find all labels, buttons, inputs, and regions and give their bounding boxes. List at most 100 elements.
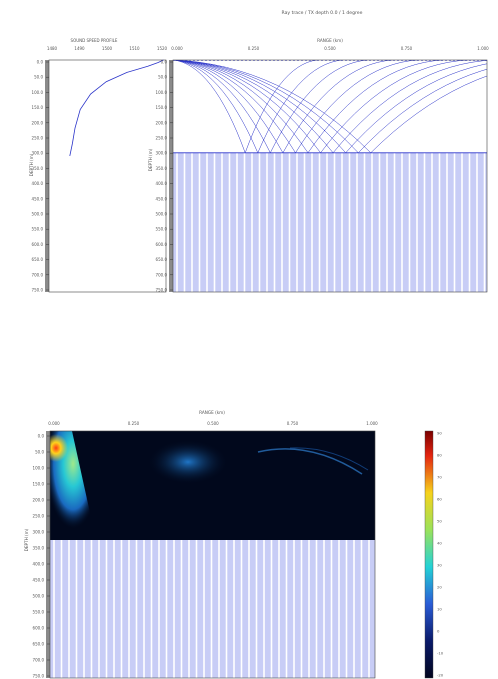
- tl-y-tick-label: 700.0: [33, 658, 45, 663]
- sound-speed-y-label: DEPTH (m): [29, 153, 34, 176]
- tl-y-tick-label: 500.0: [33, 594, 45, 599]
- ray-trace-seabed: [173, 152, 487, 292]
- ray-path: [173, 60, 487, 154]
- ray-trace-y-ticks: 0.0 50.0 100.0 150.0 200.0 250.0 300.0 350.0 400…: [156, 60, 173, 293]
- tl-frame: [49, 430, 376, 679]
- tl-y-label: DEPTH (m): [24, 528, 29, 551]
- tl-x-tick-label: 0.000: [48, 421, 60, 426]
- tl-colorbar-tick-label: 50: [437, 519, 442, 524]
- sound-speed-y-tick-label: 400.0: [32, 181, 44, 186]
- sound-speed-y-ticks: 0.0 50.0 100.0 150.0 200.0 250.0 300.0 350.0 400…: [32, 60, 49, 293]
- sound-speed-line: [69, 59, 164, 156]
- sound-speed-depth-bar: [45, 60, 49, 292]
- ray-trace-y-tick-label: 750.0: [156, 288, 168, 293]
- tl-colorbar-tick-label: -20: [437, 673, 444, 678]
- sound-speed-series: [69, 59, 164, 156]
- sound-speed-y-tick-label: 350.0: [32, 166, 44, 171]
- ray-trace-y-tick-label: 300.0: [156, 151, 168, 156]
- tl-colorbar-tick-label: 20: [437, 585, 442, 590]
- tl-colorbar-tick-label: 70: [437, 475, 442, 480]
- tl-x-tick-label: 1.000: [366, 421, 378, 426]
- ray-trace-y-label: DEPTH (m): [148, 148, 153, 171]
- sound-speed-x-tick-label: 1510: [129, 46, 140, 51]
- tl-seabed: [50, 529, 375, 678]
- tl-y-tick-label: 250.0: [33, 514, 45, 519]
- ray-trace-y-tick-label: 450.0: [156, 196, 168, 201]
- sound-speed-y-tick-label: 0.0: [37, 60, 44, 65]
- sound-speed-y-tick-label: 500.0: [32, 212, 44, 217]
- tl-x-ticks: 0.000 0.250 0.500 0.750 1.000: [48, 421, 378, 426]
- sound-speed-y-tick-label: 250.0: [32, 136, 44, 141]
- ray-trace-x-label: RANGE (km): [317, 38, 343, 43]
- ray-path: [173, 60, 418, 154]
- tl-caustic-arc: [257, 448, 363, 475]
- tl-colorbar-tick-label: 80: [437, 453, 442, 458]
- ray-trace-y-tick-label: 650.0: [156, 257, 168, 262]
- tl-y-tick-label: 750.0: [33, 674, 45, 679]
- ray-trace-x-ticks: 0.000 0.250 0.500 0.750 1.000: [171, 46, 489, 51]
- sound-speed-frame: [48, 59, 167, 293]
- tl-colorbar-tick-label: 30: [437, 563, 442, 568]
- ray-trace-x-tick-label: 0.000: [171, 46, 183, 51]
- tl-depth-bar: [46, 431, 50, 678]
- ray-trace-y-tick-label: 550.0: [156, 227, 168, 232]
- ray-trace-x-tick-label: 1.000: [477, 46, 489, 51]
- sound-speed-y-tick-label: 300.0: [32, 151, 44, 156]
- tl-y-tick-label: 200.0: [33, 498, 45, 503]
- sound-speed-y-tick-label: 750.0: [32, 288, 44, 293]
- ray-path: [173, 60, 487, 154]
- tl-colorbar-tick-label: 60: [437, 497, 442, 502]
- ray-path: [173, 60, 318, 154]
- ray-trace-y-tick-label: 700.0: [156, 272, 168, 277]
- tl-caustic-arc-2: [289, 447, 369, 471]
- tl-y-tick-label: 350.0: [33, 546, 45, 551]
- ray-trace-y-tick-label: 0.0: [161, 60, 168, 65]
- sound-speed-y-tick-label: 650.0: [32, 257, 44, 262]
- ray-trace-y-tick-label: 250.0: [156, 136, 168, 141]
- sound-speed-y-tick-label: 150.0: [32, 105, 44, 110]
- sound-speed-y-tick-label: 50.0: [34, 75, 43, 80]
- tl-y-tick-label: 100.0: [33, 466, 45, 471]
- tl-colorbar-ticks: 90 80 70 60 50 40 30 20 10 0 -10 -20: [437, 431, 444, 678]
- sound-speed-x-tick-label: 1520: [157, 46, 168, 51]
- ray-trace-seabed-fill: [173, 152, 487, 292]
- ray-trace-y-tick-label: 50.0: [158, 75, 167, 80]
- ray-path: [173, 60, 393, 154]
- tl-colorbar-tick-label: 10: [437, 607, 442, 612]
- tl-y-tick-label: 150.0: [33, 482, 45, 487]
- ray-trace-y-tick-label: 200.0: [156, 120, 168, 125]
- ray-path: [173, 60, 368, 154]
- sound-speed-y-tick-label: 600.0: [32, 242, 44, 247]
- ray-path: [173, 60, 343, 154]
- tl-y-tick-label: 0.0: [38, 434, 45, 439]
- ray-trace-x-tick-label: 0.250: [248, 46, 260, 51]
- sound-speed-x-tick-label: 1490: [74, 46, 85, 51]
- ray-trace-y-tick-label: 150.0: [156, 105, 168, 110]
- ray-path: [173, 60, 469, 154]
- sound-speed-y-tick-label: 700.0: [32, 272, 44, 277]
- tl-y-tick-label: 550.0: [33, 610, 45, 615]
- ray-trace-depth-bar: [169, 60, 173, 292]
- ray-path: [173, 60, 444, 154]
- tl-colorbar-tick-label: -10: [437, 651, 444, 656]
- ray-trace-rays: [173, 60, 487, 154]
- tl-seabed-fill: [50, 529, 375, 678]
- tl-x-label: RANGE (km): [199, 410, 225, 415]
- tl-x-tick-label: 0.750: [287, 421, 299, 426]
- tl-y-tick-label: 50.0: [35, 450, 44, 455]
- tl-y-tick-label: 600.0: [33, 626, 45, 631]
- tl-colorbar: [424, 430, 434, 679]
- tl-y-tick-label: 300.0: [33, 530, 45, 535]
- ray-trace-panel: RANGE (km) 0.000 0.250 0.500 0.750 1.000 0.0…: [148, 38, 489, 293]
- sound-speed-y-tick-label: 100.0: [32, 90, 44, 95]
- sound-speed-x-tick-label: 1500: [102, 46, 113, 51]
- transmission-loss-panel: RANGE (km) 0.000 0.250 0.500 0.750 1.000 0.0…: [24, 410, 444, 679]
- tl-heatmap: [50, 431, 375, 540]
- tl-second-zone: [148, 440, 228, 484]
- tl-colorbar-tick-label: 0: [437, 629, 440, 634]
- tl-hotspot: [50, 434, 68, 462]
- sound-speed-x-tick-label: 1480: [47, 46, 58, 51]
- ray-trace-x-tick-label: 0.750: [401, 46, 413, 51]
- ray-trace-y-tick-label: 600.0: [156, 242, 168, 247]
